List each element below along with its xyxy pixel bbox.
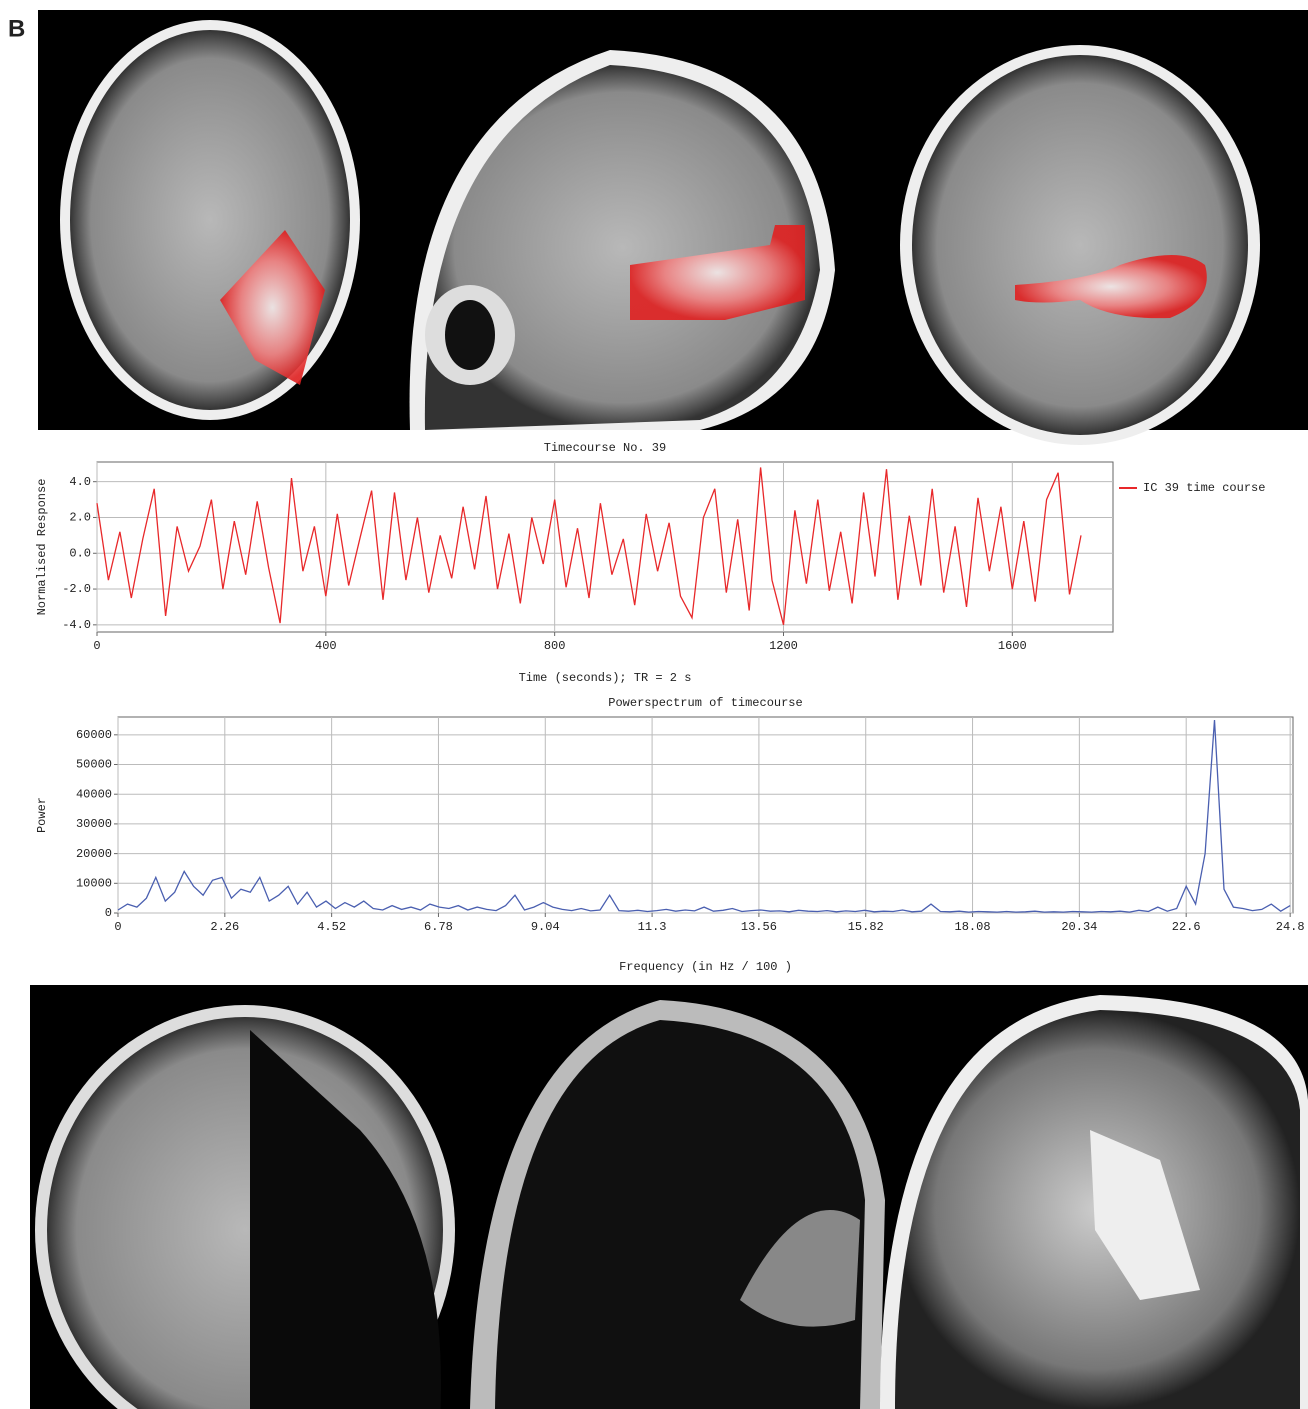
y-tick-label: 0 [105,906,112,920]
bottom-mri-images [30,985,1308,1409]
y-tick-label: 4.0 [69,475,91,489]
y-tick-label: 60000 [76,728,112,742]
y-tick-label: 10000 [76,876,112,890]
x-tick-label: 20.34 [1061,920,1097,934]
y-tick-label: 50000 [76,758,112,772]
chart-title: Powerspectrum of timecourse [608,696,802,710]
x-tick-label: 15.82 [848,920,884,934]
x-tick-label: 2.26 [210,920,239,934]
y-tick-label: -4.0 [62,618,91,632]
y-tick-label: -2.0 [62,582,91,596]
x-tick-label: 800 [544,639,566,653]
x-tick-label: 0 [93,639,100,653]
x-tick-label: 18.08 [955,920,991,934]
panel-label: B [8,15,25,42]
figure-canvas: B -4.0 -2.0 0.0 2.0 4.0 0 400 800 1200 1600 Timeco… [0,0,1308,1409]
y-axis-label: Normalised Response [35,479,49,616]
x-axis-label: Frequency (in Hz / 100 ) [619,960,792,974]
x-tick-label: 22.6 [1172,920,1201,934]
y-tick-label: 0.0 [69,546,91,560]
x-axis-label: Time (seconds); TR = 2 s [519,671,692,685]
figure: B -4.0 -2.0 0.0 2.0 4.0 0 400 800 1200 1600 Timeco… [0,0,1308,1409]
y-tick-label: 2.0 [69,511,91,525]
x-tick-label: 0 [114,920,121,934]
y-tick-label: 40000 [76,787,112,801]
y-tick-label: 30000 [76,817,112,831]
x-tick-label: 13.56 [741,920,777,934]
legend-label: IC 39 time course [1143,481,1265,495]
x-tick-label: 6.78 [424,920,453,934]
x-tick-label: 24.8 [1276,920,1305,934]
chart-title: Timecourse No. 39 [544,441,666,455]
y-axis-label: Power [35,797,49,833]
x-tick-label: 9.04 [531,920,560,934]
y-tick-label: 20000 [76,847,112,861]
top-mri-images [38,10,1308,445]
x-tick-label: 1600 [998,639,1027,653]
x-tick-label: 11.3 [638,920,667,934]
x-tick-label: 1200 [769,639,798,653]
x-tick-label: 4.52 [317,920,346,934]
x-tick-label: 400 [315,639,337,653]
